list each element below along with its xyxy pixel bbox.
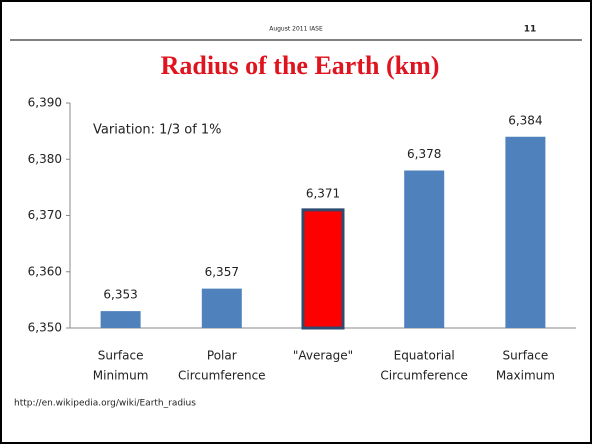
annotation: Variation: 1/3 of 1% — [93, 123, 222, 138]
x-tick-label: Circumference — [380, 369, 468, 383]
x-tick-label: "Average" — [293, 349, 353, 363]
header-date: August 2011 IASE — [269, 26, 323, 33]
value-label: 6,371 — [306, 186, 340, 200]
y-tick-label: 6,370 — [28, 208, 62, 222]
value-label: 6,384 — [508, 113, 542, 127]
chart-title: Radius of the Earth (km) — [161, 51, 440, 80]
bar — [301, 208, 345, 330]
value-label: 6,357 — [205, 265, 239, 279]
page-number: 11 — [524, 25, 537, 35]
x-tick-label: Equatorial — [394, 349, 455, 363]
source: http://en.wikipedia.org/wiki/Earth_radiu… — [14, 399, 196, 409]
value-label: 6,378 — [407, 147, 441, 161]
bar — [201, 288, 242, 328]
y-tick-label: 6,360 — [28, 264, 62, 278]
x-tick-label: Polar — [207, 349, 237, 363]
x-tick-label: Maximum — [496, 369, 555, 383]
bar — [404, 170, 445, 328]
y-tick-label: 6,350 — [28, 321, 62, 335]
bar — [505, 136, 546, 328]
bar — [100, 311, 141, 328]
x-tick-label: Circumference — [178, 369, 266, 383]
y-tick-label: 6,390 — [28, 96, 62, 110]
x-tick-label: Surface — [503, 349, 549, 363]
y-tick-label: 6,380 — [28, 152, 62, 166]
x-tick-label: Surface — [98, 349, 144, 363]
value-label: 6,353 — [103, 288, 137, 302]
x-tick-label: Minimum — [93, 369, 149, 383]
